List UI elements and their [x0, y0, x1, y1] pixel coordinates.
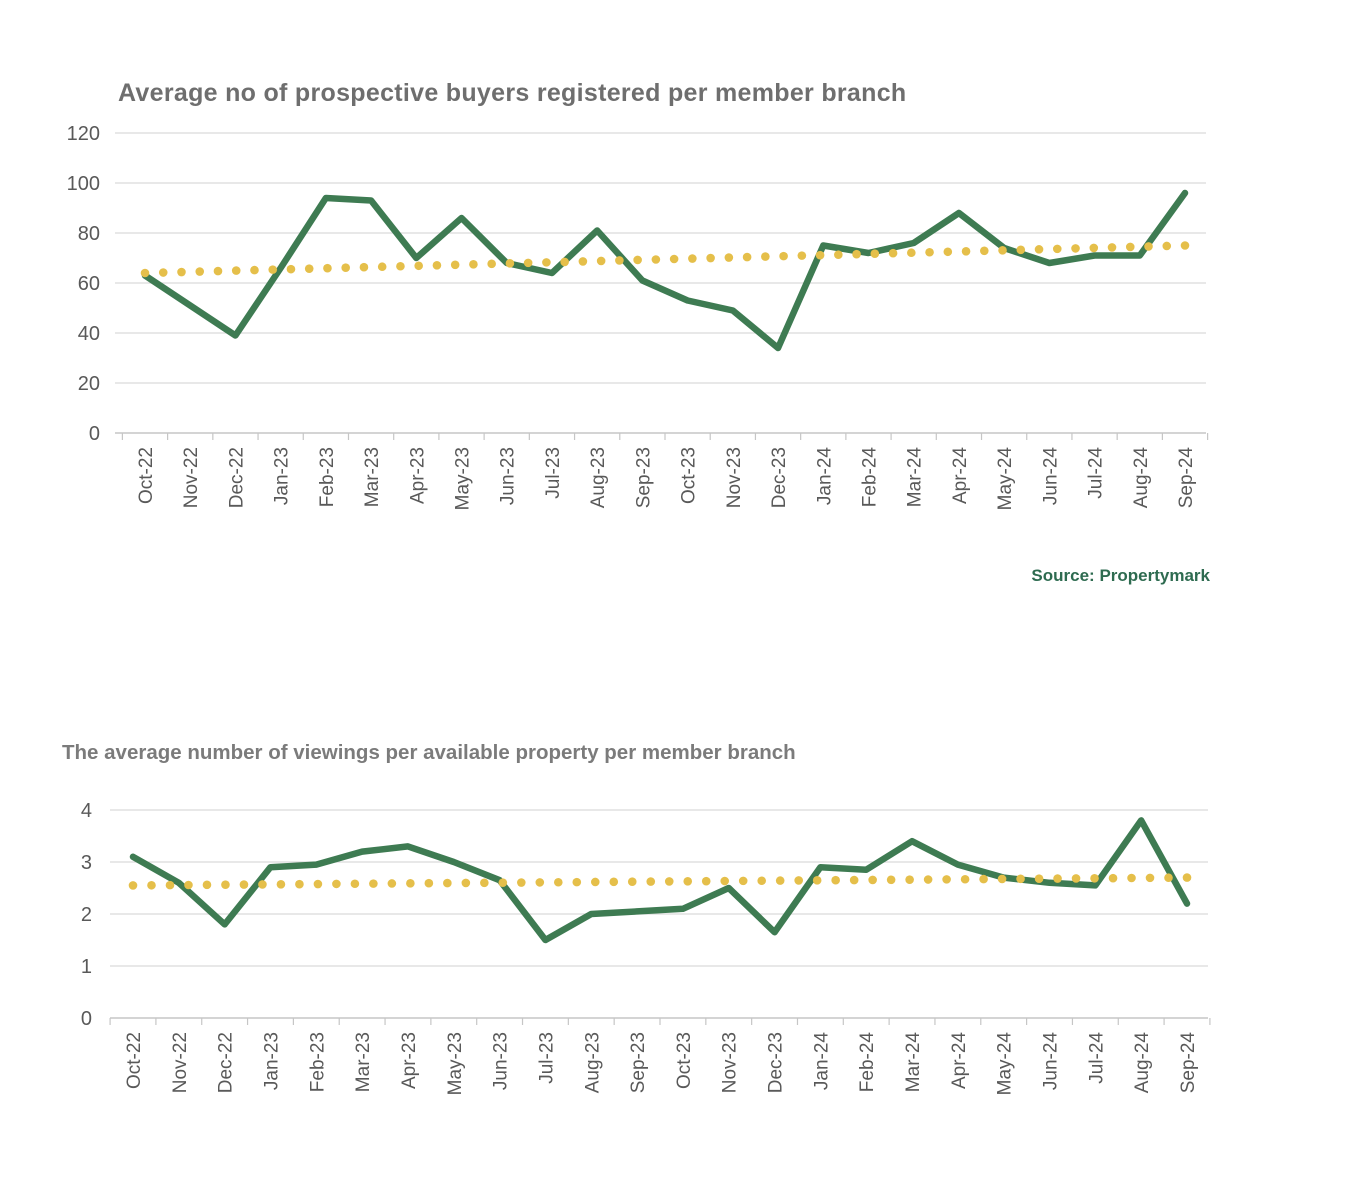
- svg-text:May-24: May-24: [995, 1032, 1016, 1096]
- svg-text:Oct-22: Oct-22: [136, 447, 157, 504]
- svg-text:Nov-23: Nov-23: [720, 1032, 741, 1093]
- viewings-chart-canvas: 0 1 2 3 4 Oct-22 Nov-22 Dec-22 Jan-23 Feb-23 Mar-2…: [81, 800, 1211, 1096]
- svg-text:May-24: May-24: [995, 447, 1016, 511]
- svg-text:Jun-24: Jun-24: [1041, 1032, 1062, 1091]
- svg-text:Aug-24: Aug-24: [1131, 447, 1152, 509]
- viewings-chart-title: The average number of viewings per avail…: [62, 741, 796, 764]
- svg-text:Jan-23: Jan-23: [261, 1032, 282, 1090]
- svg-text:Feb-24: Feb-24: [859, 447, 880, 508]
- svg-text:Apr-23: Apr-23: [399, 1032, 420, 1089]
- svg-text:Sep-23: Sep-23: [628, 1032, 649, 1093]
- trend-dots: [140, 241, 1190, 278]
- buyers-chart-canvas: 0 20 40 60 80 100 120 Oct-22 Nov-22 Dec-22 Jan-23 F…: [67, 123, 1209, 511]
- svg-text:Apr-24: Apr-24: [949, 1032, 970, 1089]
- svg-text:Jan-23: Jan-23: [272, 447, 293, 505]
- svg-text:Jul-23: Jul-23: [543, 447, 564, 499]
- series-line: [141, 189, 1189, 352]
- svg-text:Aug-24: Aug-24: [1132, 1032, 1153, 1094]
- y-axis-labels: 0 20 40 60 80 100 120: [67, 123, 100, 445]
- svg-text:60: 60: [78, 273, 100, 295]
- svg-text:Jun-23: Jun-23: [498, 447, 519, 505]
- svg-text:Aug-23: Aug-23: [582, 1032, 603, 1093]
- gridlines: [110, 809, 1208, 1019]
- svg-text:80: 80: [78, 223, 100, 245]
- svg-text:Dec-22: Dec-22: [216, 1032, 237, 1093]
- svg-text:Mar-23: Mar-23: [353, 1032, 374, 1092]
- svg-text:Jul-23: Jul-23: [536, 1032, 557, 1084]
- x-axis-labels: Oct-22 Nov-22 Dec-22 Jan-23 Feb-23 Mar-23 Apr-…: [136, 447, 1197, 511]
- svg-text:120: 120: [67, 123, 100, 145]
- svg-text:Nov-22: Nov-22: [170, 1032, 191, 1093]
- svg-text:Nov-23: Nov-23: [724, 447, 745, 508]
- svg-text:Jan-24: Jan-24: [811, 1032, 832, 1091]
- svg-text:Sep-23: Sep-23: [633, 447, 654, 508]
- svg-text:1: 1: [81, 956, 92, 978]
- svg-text:20: 20: [78, 373, 100, 395]
- svg-text:Aug-23: Aug-23: [588, 447, 609, 508]
- svg-text:Dec-23: Dec-23: [766, 1032, 787, 1093]
- svg-text:3: 3: [81, 852, 92, 874]
- svg-text:Mar-23: Mar-23: [362, 447, 383, 507]
- x-axis-labels: Oct-22 Nov-22 Dec-22 Jan-23 Feb-23 Mar-23 Apr-…: [124, 1032, 1199, 1096]
- gridlines: [115, 132, 1206, 434]
- svg-text:Feb-23: Feb-23: [307, 1032, 328, 1092]
- svg-text:Sep-24: Sep-24: [1176, 447, 1197, 509]
- svg-text:May-23: May-23: [453, 447, 474, 510]
- svg-text:40: 40: [78, 323, 100, 345]
- svg-text:4: 4: [81, 800, 92, 822]
- y-axis-labels: 0 1 2 3 4: [81, 800, 92, 1030]
- svg-text:Feb-23: Feb-23: [317, 447, 338, 507]
- svg-text:May-23: May-23: [445, 1032, 466, 1095]
- svg-text:0: 0: [89, 423, 100, 445]
- svg-text:Jun-23: Jun-23: [491, 1032, 512, 1090]
- svg-text:Oct-23: Oct-23: [679, 447, 700, 504]
- buyers-chart-title: Average no of prospective buyers registe…: [118, 78, 907, 107]
- x-axis-ticks: [109, 1018, 1211, 1025]
- source-credit: Source: Propertymark: [1031, 566, 1210, 585]
- svg-text:Jul-24: Jul-24: [1086, 1032, 1107, 1084]
- svg-text:Dec-23: Dec-23: [769, 447, 790, 508]
- svg-text:Apr-23: Apr-23: [407, 447, 428, 504]
- series-line: [129, 817, 1191, 944]
- svg-text:100: 100: [67, 173, 100, 195]
- svg-text:Feb-24: Feb-24: [857, 1032, 878, 1093]
- svg-text:Dec-22: Dec-22: [226, 447, 247, 508]
- svg-text:2: 2: [81, 904, 92, 926]
- svg-text:Sep-24: Sep-24: [1178, 1032, 1199, 1094]
- svg-text:0: 0: [81, 1008, 92, 1030]
- svg-text:Apr-24: Apr-24: [950, 447, 971, 504]
- svg-text:Mar-24: Mar-24: [903, 1032, 924, 1093]
- svg-text:Oct-22: Oct-22: [124, 1032, 145, 1089]
- svg-text:Jun-24: Jun-24: [1040, 447, 1061, 506]
- svg-text:Jan-24: Jan-24: [814, 447, 835, 506]
- svg-text:Nov-22: Nov-22: [181, 447, 202, 508]
- trend-dots: [128, 873, 1192, 890]
- svg-text:Jul-24: Jul-24: [1086, 447, 1107, 499]
- svg-text:Mar-24: Mar-24: [905, 447, 926, 508]
- svg-text:Oct-23: Oct-23: [674, 1032, 695, 1089]
- x-axis-ticks: [121, 433, 1209, 440]
